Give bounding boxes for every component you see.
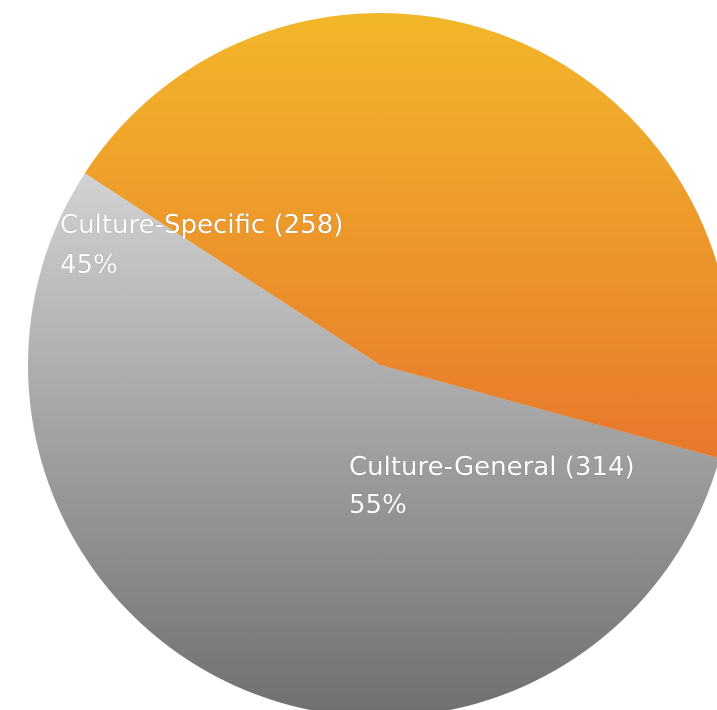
pie-slice-culture-general [27, 173, 717, 710]
slice-percent-culture-general: 55% [349, 490, 407, 520]
slice-label-culture-general: Culture-General (314) [349, 452, 635, 482]
slice-label-culture-specific: Culture-Specific (258) [60, 210, 343, 240]
pie-slice-culture-specific [84, 13, 717, 458]
pie-labels: Culture-Specific (258) 45% Culture-Gener… [60, 210, 635, 521]
slice-percent-culture-specific: 45% [60, 250, 118, 280]
pie-slices [27, 13, 717, 710]
